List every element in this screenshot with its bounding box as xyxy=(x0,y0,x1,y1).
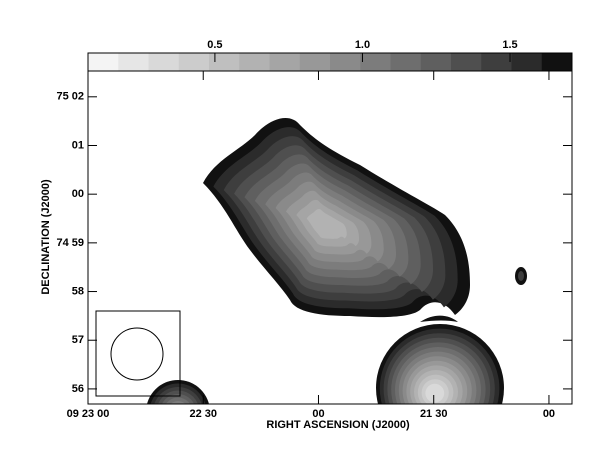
x-tick-label: 00 xyxy=(543,408,555,420)
contour-level xyxy=(165,397,191,404)
contour-level xyxy=(420,315,458,322)
contour-level xyxy=(518,271,524,281)
x-tick-label: 00 xyxy=(312,408,324,420)
colorbar-tick-label: 1.5 xyxy=(502,39,517,51)
y-tick-label: 58 xyxy=(72,285,84,297)
colorbar-cell xyxy=(541,53,573,71)
y-tick-label: 75 02 xyxy=(56,91,84,103)
colorbar-tick-label: 0.5 xyxy=(207,39,222,51)
colorbar-cell xyxy=(330,53,361,71)
y-tick-label: 57 xyxy=(72,334,84,346)
contour-level xyxy=(170,401,186,404)
colorbar-cell xyxy=(390,53,422,71)
beam-box xyxy=(95,310,181,397)
colorbar-cell xyxy=(451,53,482,71)
colorbar-cell xyxy=(178,53,210,71)
colorbar-cell xyxy=(360,53,391,71)
colorbar-cell xyxy=(88,53,119,71)
colorbar-cell xyxy=(269,53,301,71)
contour-level xyxy=(171,405,186,420)
x-tick-label: 22 30 xyxy=(189,408,217,420)
colorbar-frame xyxy=(87,52,573,72)
contour-level xyxy=(306,208,347,239)
colorbar-cell xyxy=(209,53,240,71)
colorbar-cell xyxy=(299,53,331,71)
colorbar-cell xyxy=(511,53,543,71)
colorbar-cell xyxy=(420,53,452,71)
colorbar-cell xyxy=(481,53,512,71)
colorbar-cell xyxy=(239,53,270,71)
emission-map xyxy=(147,117,527,420)
y-tick-label: 74 59 xyxy=(56,237,84,249)
beam-ellipse xyxy=(110,327,164,381)
y-axis-label: DECLINATION (J2000) xyxy=(40,179,52,295)
colorbar-tick-label: 1.0 xyxy=(355,39,370,51)
colorbar-cell xyxy=(148,53,180,71)
colorbar-cell xyxy=(118,53,149,71)
y-tick-label: 01 xyxy=(72,139,84,151)
x-tick-label: 09 23 00 xyxy=(67,408,110,420)
y-tick-label: 00 xyxy=(72,188,84,200)
x-axis-label: RIGHT ASCENSION (J2000) xyxy=(266,419,410,431)
x-tick-label: 21 30 xyxy=(420,408,448,420)
contour-level xyxy=(425,383,445,403)
beam xyxy=(95,310,181,397)
y-tick-label: 56 xyxy=(72,383,84,395)
